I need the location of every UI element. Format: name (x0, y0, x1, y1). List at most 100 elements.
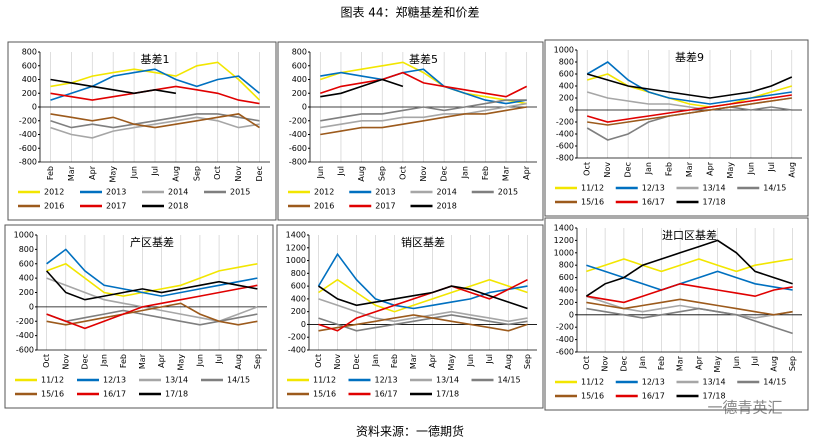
y-tick-label: -200 (289, 116, 307, 125)
panel-border (544, 39, 809, 217)
y-tick-label: -800 (556, 154, 574, 163)
y-tick-label: -800 (19, 158, 37, 167)
x-tick-label: Dec (624, 162, 633, 177)
y-tick-label: -200 (556, 118, 574, 127)
legend-label: 2018 (437, 202, 457, 211)
y-tick-label: 600 (559, 70, 574, 79)
y-tick-label: 600 (19, 259, 34, 268)
y-tick-label: 800 (22, 48, 37, 57)
x-tick-label: Feb (46, 166, 55, 180)
legend-label: 14/15 (227, 376, 250, 385)
series-line (318, 278, 528, 313)
x-tick-label: Apr (705, 161, 714, 176)
x-tick-label: Jul (215, 354, 224, 365)
y-tick-label: -800 (289, 158, 307, 167)
y-tick-label: -600 (556, 348, 574, 357)
series-line (50, 113, 260, 129)
series-line (46, 309, 258, 326)
y-tick-label: -600 (556, 142, 574, 151)
y-tick-label: 0 (32, 103, 37, 112)
x-tick-label: Apr (88, 165, 97, 180)
series-line (586, 61, 792, 105)
legend-label: 2016 (314, 202, 334, 211)
x-tick-label: Oct (314, 354, 323, 368)
x-tick-label: Jan (371, 354, 380, 367)
series-line (320, 61, 527, 105)
panel-border (7, 41, 277, 221)
y-tick-label: -600 (19, 144, 37, 153)
legend-label: 11/12 (581, 378, 604, 387)
x-tick-label: Jun (316, 166, 325, 180)
legend-label: 17/18 (436, 390, 459, 399)
y-tick-label: 600 (292, 61, 307, 70)
x-tick-label: Nov (419, 166, 428, 182)
y-tick-label: 1200 (286, 243, 306, 252)
x-tick-label: Jan (460, 166, 469, 179)
legend-label: 2017 (375, 202, 395, 211)
x-tick-label: Jun (732, 356, 741, 370)
chart-title: 基差9 (675, 50, 704, 64)
x-tick-label: Mar (67, 165, 76, 181)
source: 资料来源：一德期货 (356, 424, 464, 439)
series-line (586, 73, 793, 108)
legend-label: 2013 (106, 188, 126, 197)
series-line (46, 248, 258, 297)
x-tick-label: Dec (440, 166, 449, 181)
series-line (586, 264, 793, 291)
watermark: 一德青英汇 (707, 399, 782, 417)
series-line (318, 285, 528, 310)
x-tick-label: May (447, 354, 456, 371)
x-tick-label: Aug (234, 354, 243, 370)
x-tick-label: Feb (119, 354, 128, 368)
series-line (320, 106, 527, 136)
legend-label: 2012 (314, 188, 334, 197)
page-title: 图表 44：郑糖基差和价差 (340, 5, 479, 20)
y-tick-label: 200 (19, 288, 34, 297)
legend-label: 13/14 (703, 184, 726, 193)
x-tick-label: Oct (42, 354, 51, 368)
legend-label: 13/14 (436, 376, 459, 385)
legend-label: 2014 (168, 188, 188, 197)
y-tick-label: 0 (569, 106, 574, 115)
y-tick-label: 800 (291, 269, 306, 278)
series-line (586, 298, 793, 316)
series-line (46, 302, 258, 326)
y-tick-label: 1200 (554, 236, 574, 245)
legend-label: 2018 (168, 202, 188, 211)
legend-label: 12/13 (642, 378, 665, 387)
y-tick-label: 400 (559, 82, 574, 91)
y-tick-label: 0 (569, 310, 574, 319)
x-tick-label: Jan (644, 162, 653, 175)
x-tick-label: Nov (333, 354, 342, 370)
y-tick-label: 0 (302, 103, 307, 112)
legend-label: 16/17 (375, 390, 398, 399)
legend-label: 16/17 (642, 392, 665, 401)
x-tick-label: Mar (685, 161, 694, 177)
legend-label: 14/15 (763, 184, 786, 193)
y-tick-label: 800 (559, 58, 574, 67)
y-tick-label: 1000 (14, 231, 34, 240)
series-line (586, 73, 793, 99)
x-tick-label: Mar (409, 353, 418, 369)
x-tick-label: Dec (619, 356, 628, 371)
legend-label: 15/16 (41, 390, 64, 399)
x-tick-label: Apr (157, 353, 166, 368)
x-tick-label: Sep (523, 354, 532, 369)
legend-label: 12/13 (103, 376, 126, 385)
y-tick-label: 200 (291, 307, 306, 316)
x-tick-label: Mar (138, 353, 147, 369)
x-tick-label: Aug (769, 356, 778, 372)
legend-label: 11/12 (41, 376, 64, 385)
x-tick-label: Feb (657, 356, 666, 370)
x-tick-label: Aug (787, 162, 796, 178)
x-tick-label: Apr (694, 355, 703, 370)
x-tick-label: Oct (398, 166, 407, 180)
y-tick-label: 400 (22, 75, 37, 84)
x-tick-label: Dec (80, 354, 89, 369)
x-tick-label: Nov (603, 162, 612, 178)
chart-title: 基差1 (141, 52, 170, 66)
panel-border (276, 224, 544, 409)
x-tick-label: Oct (213, 166, 222, 180)
x-tick-label: Sep (192, 166, 201, 181)
x-tick-label: May (176, 354, 185, 371)
